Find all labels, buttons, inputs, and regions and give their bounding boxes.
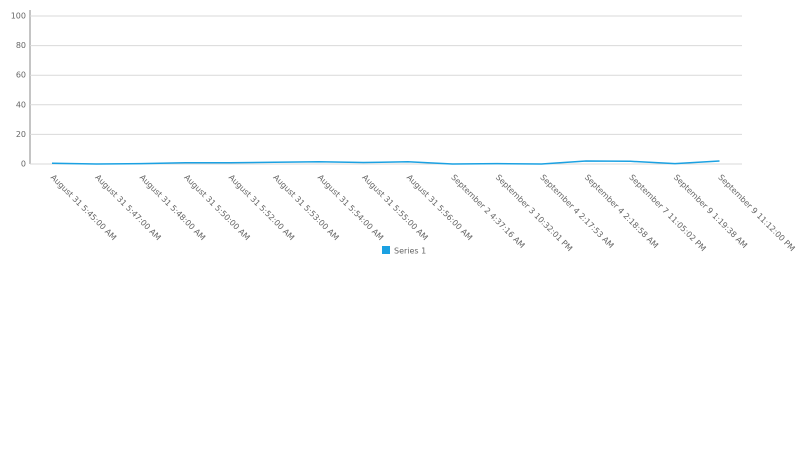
legend-label: Series 1 xyxy=(394,247,426,256)
y-tick-label: 60 xyxy=(16,71,26,80)
x-tick-label: September 9 11:12:00 PM xyxy=(716,173,796,253)
y-tick-label: 0 xyxy=(21,160,26,169)
y-tick-label: 20 xyxy=(16,130,26,139)
x-tick-label: September 7 11:05:02 PM xyxy=(627,173,707,253)
x-tick-label: September 4 2:17:53 AM xyxy=(538,173,615,250)
series-line xyxy=(51,160,720,165)
x-tick-label: September 3 10:32:01 PM xyxy=(494,173,574,253)
y-tick-label: 40 xyxy=(16,100,26,109)
x-tick-label: September 9 1:19:38 AM xyxy=(672,173,749,250)
x-tick-label: September 4 2:18:58 AM xyxy=(583,173,660,250)
y-tick-label: 100 xyxy=(11,12,26,21)
y-tick-label: 80 xyxy=(16,41,26,50)
legend-swatch xyxy=(382,246,390,254)
x-tick-label: September 2 4:37:16 AM xyxy=(449,173,526,250)
